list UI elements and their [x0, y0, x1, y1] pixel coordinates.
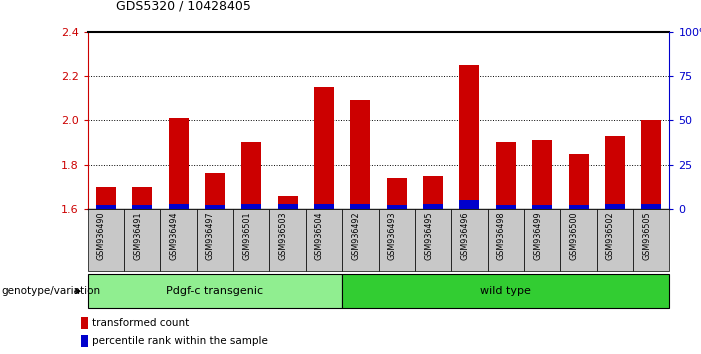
Text: GSM936504: GSM936504	[315, 211, 324, 260]
Text: genotype/variation: genotype/variation	[1, 286, 100, 296]
Bar	[96, 205, 116, 209]
Text: GSM936503: GSM936503	[278, 211, 287, 260]
Bar	[451, 209, 488, 271]
Bar	[314, 87, 334, 209]
Text: GSM936492: GSM936492	[351, 211, 360, 260]
Bar	[387, 205, 407, 209]
Bar	[496, 143, 516, 209]
Text: wild type: wild type	[480, 286, 531, 296]
Bar	[241, 143, 261, 209]
Bar	[342, 274, 669, 308]
Bar	[532, 140, 552, 209]
Text: GSM936490: GSM936490	[97, 211, 106, 260]
Bar	[278, 196, 298, 209]
Bar	[278, 205, 298, 209]
Bar	[342, 209, 379, 271]
Text: percentile rank within the sample: percentile rank within the sample	[93, 336, 268, 346]
Text: GSM936502: GSM936502	[606, 211, 615, 260]
Bar	[423, 204, 443, 209]
Bar	[387, 178, 407, 209]
Bar	[81, 335, 88, 347]
Bar	[233, 209, 269, 271]
Text: GSM936493: GSM936493	[388, 211, 397, 260]
Bar	[524, 209, 560, 271]
Bar	[569, 205, 589, 209]
Bar	[88, 209, 124, 271]
Bar	[269, 209, 306, 271]
Bar	[205, 205, 225, 209]
Bar	[241, 205, 261, 209]
Bar	[81, 317, 88, 329]
Bar	[205, 173, 225, 209]
Text: Pdgf-c transgenic: Pdgf-c transgenic	[166, 286, 264, 296]
Bar	[560, 209, 597, 271]
Bar	[488, 209, 524, 271]
Bar	[161, 209, 197, 271]
Text: GSM936500: GSM936500	[569, 211, 578, 260]
Bar	[350, 101, 370, 209]
Bar	[605, 205, 625, 209]
Bar	[168, 118, 189, 209]
Bar	[350, 204, 370, 209]
Bar	[641, 205, 661, 209]
Text: GDS5320 / 10428405: GDS5320 / 10428405	[116, 0, 250, 12]
Bar	[633, 209, 669, 271]
Bar	[459, 65, 479, 209]
Bar	[423, 176, 443, 209]
Bar	[124, 209, 161, 271]
Text: GSM936505: GSM936505	[642, 211, 651, 260]
Bar	[597, 209, 633, 271]
Bar	[379, 209, 415, 271]
Text: GSM936498: GSM936498	[497, 211, 506, 260]
Text: GSM936495: GSM936495	[424, 211, 433, 260]
Bar	[168, 204, 189, 209]
Text: GSM936494: GSM936494	[170, 211, 179, 260]
Text: GSM936501: GSM936501	[243, 211, 251, 260]
Bar	[459, 200, 479, 209]
Bar	[197, 209, 233, 271]
Text: GSM936496: GSM936496	[461, 211, 470, 260]
Text: GSM936497: GSM936497	[206, 211, 215, 260]
Text: transformed count: transformed count	[93, 318, 189, 328]
Bar	[314, 204, 334, 209]
Bar	[532, 205, 552, 209]
Bar	[415, 209, 451, 271]
Bar	[496, 205, 516, 209]
Bar	[96, 187, 116, 209]
Bar	[569, 154, 589, 209]
Bar	[605, 136, 625, 209]
Bar	[641, 120, 661, 209]
Text: GSM936491: GSM936491	[133, 211, 142, 260]
Bar	[132, 187, 152, 209]
Bar	[132, 205, 152, 209]
Bar	[306, 209, 342, 271]
Bar	[88, 274, 342, 308]
Text: GSM936499: GSM936499	[533, 211, 542, 260]
